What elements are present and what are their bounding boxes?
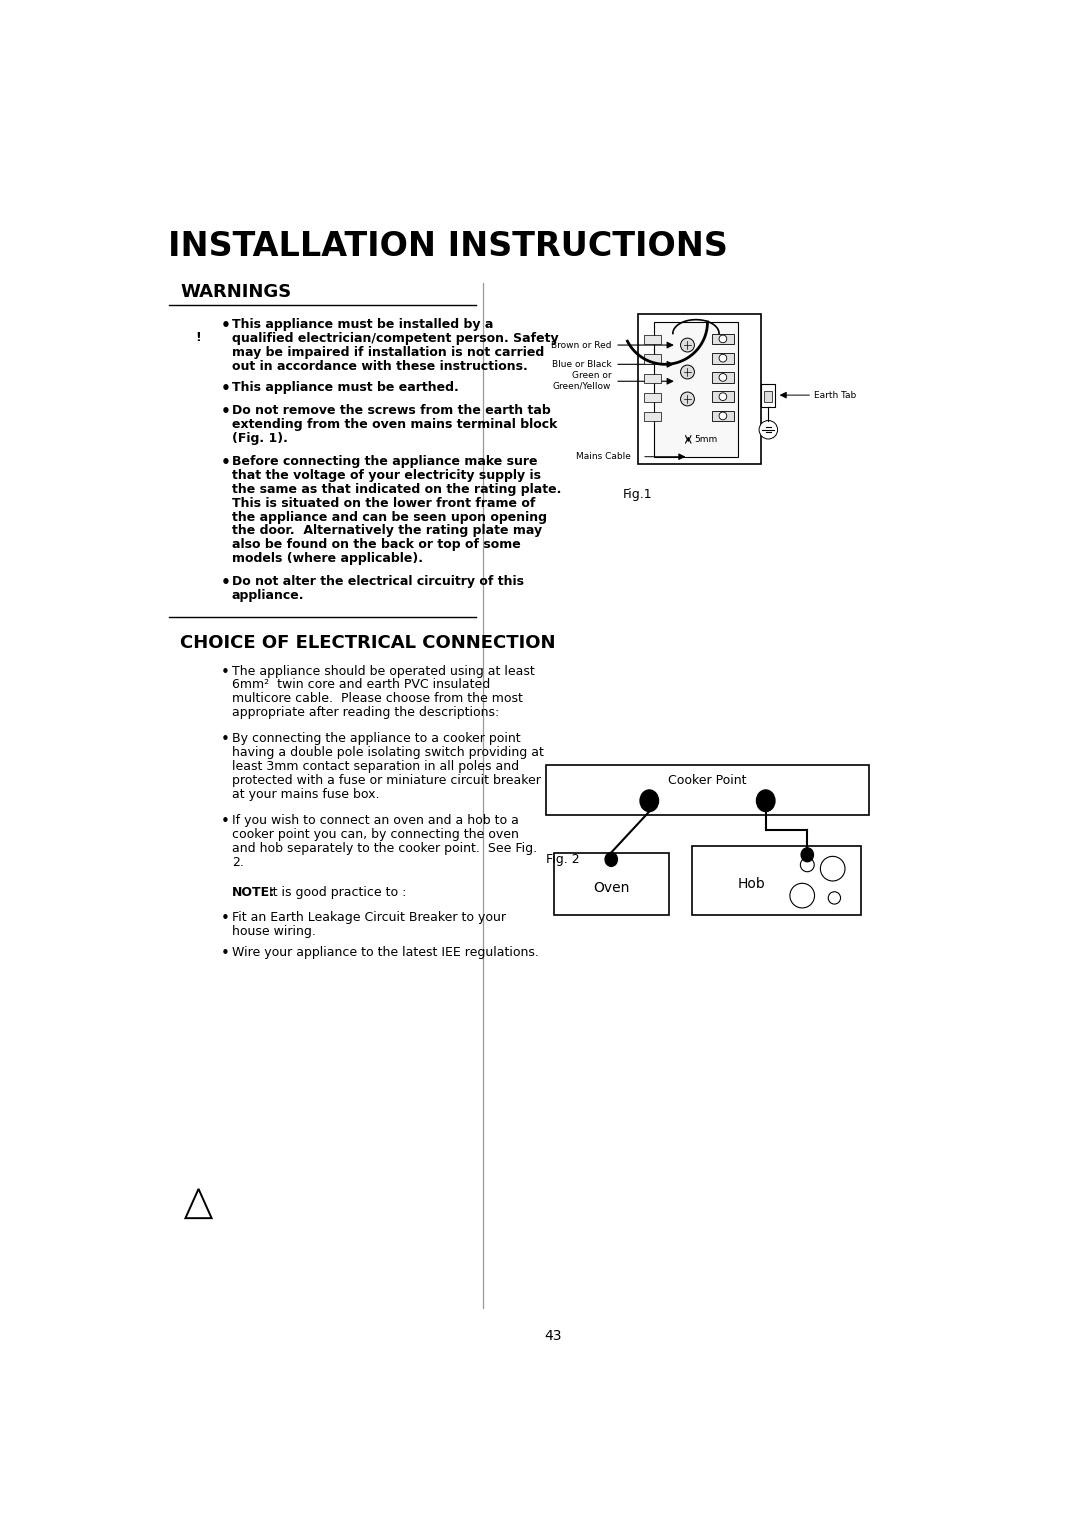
Text: and hob separately to the cooker point.  See Fig.: and hob separately to the cooker point. … — [231, 842, 537, 854]
Circle shape — [719, 354, 727, 362]
Bar — [645, 393, 661, 402]
Bar — [645, 413, 661, 422]
Text: •: • — [220, 382, 231, 396]
Text: least 3mm contact separation in all poles and: least 3mm contact separation in all pole… — [231, 759, 518, 773]
Text: appliance.: appliance. — [231, 590, 305, 602]
Bar — [645, 354, 661, 364]
Circle shape — [821, 856, 845, 882]
Bar — [761, 384, 775, 406]
Bar — [712, 391, 733, 402]
Text: NOTE:: NOTE: — [231, 886, 274, 900]
Text: out in accordance with these instructions.: out in accordance with these instruction… — [231, 359, 527, 373]
Text: models (where applicable).: models (where applicable). — [231, 552, 422, 565]
Text: Fig.1: Fig.1 — [623, 487, 652, 501]
Circle shape — [719, 373, 727, 382]
Text: 6mm²  twin core and earth PVC insulated: 6mm² twin core and earth PVC insulated — [231, 678, 490, 692]
Text: •: • — [220, 946, 230, 961]
Text: Mains Cable: Mains Cable — [576, 452, 631, 461]
Text: Green or: Green or — [571, 371, 611, 380]
Text: Oven: Oven — [593, 882, 630, 895]
Circle shape — [800, 857, 814, 872]
Text: CHOICE OF ELECTRICAL CONNECTION: CHOICE OF ELECTRICAL CONNECTION — [180, 634, 555, 652]
Circle shape — [828, 892, 840, 905]
Ellipse shape — [640, 790, 659, 811]
Text: Fig. 2: Fig. 2 — [545, 853, 580, 866]
Text: that the voltage of your electricity supply is: that the voltage of your electricity sup… — [231, 469, 541, 481]
Bar — [712, 353, 733, 364]
Circle shape — [719, 413, 727, 420]
Text: house wiring.: house wiring. — [231, 924, 315, 938]
Text: Blue or Black: Blue or Black — [552, 359, 611, 368]
Ellipse shape — [801, 848, 813, 862]
Text: appropriate after reading the descriptions:: appropriate after reading the descriptio… — [231, 706, 499, 720]
Text: Cooker Point: Cooker Point — [669, 773, 746, 787]
Text: Fit an Earth Leakage Circuit Breaker to your: Fit an Earth Leakage Circuit Breaker to … — [231, 911, 505, 924]
Circle shape — [759, 420, 778, 439]
Bar — [645, 335, 661, 344]
Text: •: • — [220, 318, 231, 333]
Text: INSTALLATION INSTRUCTIONS: INSTALLATION INSTRUCTIONS — [168, 229, 728, 263]
Bar — [545, 764, 869, 814]
Text: multicore cable.  Please choose from the most: multicore cable. Please choose from the … — [231, 692, 523, 706]
Text: •: • — [220, 665, 230, 680]
Text: It is good practice to :: It is good practice to : — [261, 886, 406, 900]
Text: •: • — [220, 405, 231, 419]
Text: If you wish to connect an oven and a hob to a: If you wish to connect an oven and a hob… — [231, 814, 518, 827]
Text: Brown or Red: Brown or Red — [551, 341, 611, 350]
Bar — [638, 315, 761, 465]
Text: WARNINGS: WARNINGS — [180, 284, 292, 301]
Bar — [692, 845, 862, 915]
Text: the appliance and can be seen upon opening: the appliance and can be seen upon openi… — [231, 510, 546, 524]
Text: Do not remove the screws from the earth tab: Do not remove the screws from the earth … — [231, 405, 551, 417]
Text: the door.  Alternatively the rating plate may: the door. Alternatively the rating plate… — [231, 524, 542, 538]
Ellipse shape — [605, 853, 618, 866]
Text: having a double pole isolating switch providing at: having a double pole isolating switch pr… — [231, 746, 543, 759]
Bar — [554, 853, 669, 915]
Circle shape — [680, 365, 694, 379]
Text: (Fig. 1).: (Fig. 1). — [231, 432, 287, 445]
Circle shape — [719, 335, 727, 342]
Bar — [765, 391, 772, 402]
Text: also be found on the back or top of some: also be found on the back or top of some — [231, 538, 521, 552]
Text: 5mm: 5mm — [694, 435, 717, 445]
Text: at your mains fuse box.: at your mains fuse box. — [231, 788, 379, 801]
Text: Before connecting the appliance make sure: Before connecting the appliance make sur… — [231, 455, 537, 468]
Text: This appliance must be earthed.: This appliance must be earthed. — [231, 382, 458, 394]
Text: qualified electrician/competent person. Safety: qualified electrician/competent person. … — [231, 332, 558, 345]
Text: !: ! — [195, 332, 201, 344]
Bar — [653, 322, 739, 457]
Text: •: • — [220, 455, 231, 471]
Circle shape — [680, 393, 694, 406]
Text: Wire your appliance to the latest IEE regulations.: Wire your appliance to the latest IEE re… — [231, 946, 539, 960]
Text: This appliance must be installed by a: This appliance must be installed by a — [231, 318, 492, 332]
Circle shape — [719, 393, 727, 400]
Ellipse shape — [756, 790, 775, 811]
Text: The appliance should be operated using at least: The appliance should be operated using a… — [231, 665, 535, 677]
Text: extending from the oven mains terminal block: extending from the oven mains terminal b… — [231, 419, 557, 431]
Text: By connecting the appliance to a cooker point: By connecting the appliance to a cooker … — [231, 732, 521, 746]
Text: 2.: 2. — [231, 856, 243, 868]
Text: Hob: Hob — [738, 877, 766, 891]
Text: •: • — [220, 575, 231, 590]
Text: •: • — [220, 732, 230, 747]
Text: •: • — [220, 911, 230, 926]
Bar — [645, 373, 661, 384]
Circle shape — [789, 883, 814, 908]
Text: may be impaired if installation is not carried: may be impaired if installation is not c… — [231, 345, 544, 359]
Text: Do not alter the electrical circuitry of this: Do not alter the electrical circuitry of… — [231, 575, 524, 588]
Text: Green/Yellow: Green/Yellow — [553, 382, 611, 390]
Bar — [712, 411, 733, 422]
Text: Earth Tab: Earth Tab — [813, 391, 856, 400]
Text: the same as that indicated on the rating plate.: the same as that indicated on the rating… — [231, 483, 561, 497]
Circle shape — [680, 338, 694, 351]
Text: •: • — [220, 814, 230, 830]
Bar — [712, 333, 733, 344]
Text: This is situated on the lower front frame of: This is situated on the lower front fram… — [231, 497, 535, 510]
Text: cooker point you can, by connecting the oven: cooker point you can, by connecting the … — [231, 828, 518, 840]
Text: protected with a fuse or miniature circuit breaker: protected with a fuse or miniature circu… — [231, 775, 540, 787]
Text: 43: 43 — [544, 1329, 563, 1343]
Bar — [712, 371, 733, 384]
